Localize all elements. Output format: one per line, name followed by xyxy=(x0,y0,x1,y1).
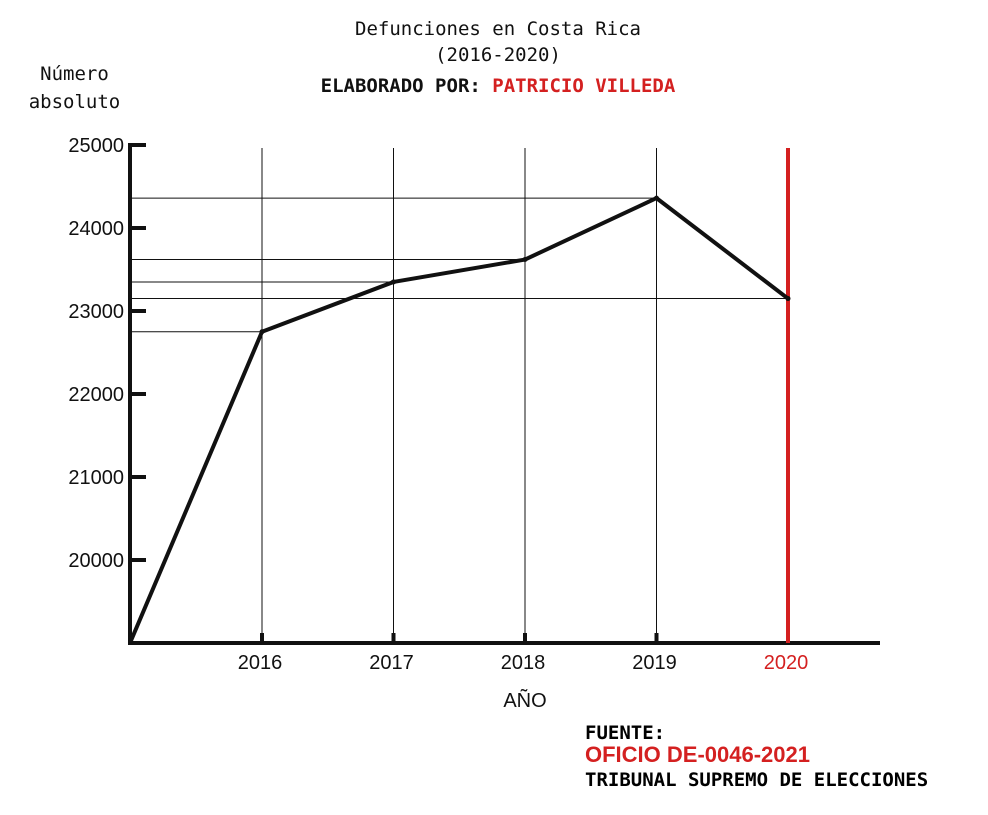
chart-author: ELABORADO POR: PATRICIO VILLEDA xyxy=(0,75,988,97)
y-tick-label-24000: 24000 xyxy=(68,218,124,240)
y-axis-label: Número absoluto xyxy=(28,63,121,113)
author-name: PATRICIO VILLEDA xyxy=(492,75,676,97)
x-tick-label-2017: 2017 xyxy=(369,652,414,674)
x-tick-label-2016: 2016 xyxy=(238,652,283,674)
chart-title: Defunciones en Costa Rica xyxy=(355,18,641,40)
x-axis-label: AÑO xyxy=(503,690,547,712)
data-point-2016 xyxy=(259,329,265,335)
y-tick-label-22000: 22000 xyxy=(68,384,124,406)
source-document: OFICIO DE-0046-2021 xyxy=(585,742,810,767)
data-point-2020 xyxy=(785,296,791,302)
series-line xyxy=(128,196,790,644)
x-tick-label-2020: 2020 xyxy=(764,652,809,674)
y-tick-label-23000: 23000 xyxy=(68,301,124,323)
data-point-2018 xyxy=(522,257,528,263)
y-tick-label-21000: 21000 xyxy=(68,467,124,489)
y-tick-label-20000: 20000 xyxy=(68,550,124,572)
source-label: FUENTE: xyxy=(585,722,666,744)
chart-subtitle: (2016-2020) xyxy=(435,44,561,66)
data-point-2017 xyxy=(391,279,396,285)
author-prefix: ELABORADO POR: xyxy=(320,75,481,97)
source-institution: TRIBUNAL SUPREMO DE ELECCIONES xyxy=(585,769,929,791)
y-tick-label-25000: 25000 xyxy=(68,135,124,157)
x-tick-label-2019: 2019 xyxy=(632,652,677,674)
data-point-2019 xyxy=(654,195,659,201)
x-tick-label-2018: 2018 xyxy=(501,652,546,674)
